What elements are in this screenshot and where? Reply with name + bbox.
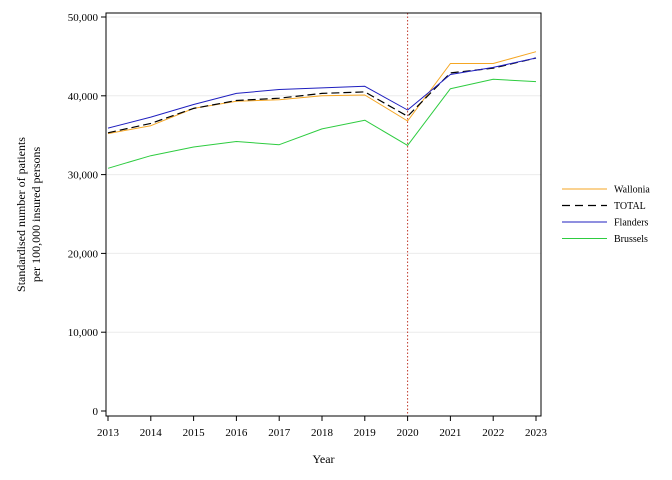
legend-label: TOTAL <box>614 201 646 212</box>
grid-lines <box>106 16 541 333</box>
y-tick-label: 0 <box>93 406 99 418</box>
x-axis: 2013 2014 2015 2016 2017 2018 2019 2020 2021 2022… <box>97 416 548 439</box>
y-tick-label: 40,000 <box>68 91 99 103</box>
x-tick-label: 2017 <box>268 427 291 439</box>
series-layer <box>107 51 537 169</box>
x-tick-label: 2015 <box>183 427 206 439</box>
y-axis-title-line: per 100,000 insured persons <box>29 147 43 283</box>
series-line-flanders <box>107 57 537 129</box>
series-line-total <box>107 57 537 134</box>
y-axis: 0 10,000 20,000 30,000 40,000 50,000 <box>68 12 106 418</box>
x-tick-label: 2023 <box>525 427 548 439</box>
plot-frame <box>105 12 542 417</box>
y-tick-label: 10,000 <box>68 327 99 339</box>
x-tick-label: 2021 <box>439 427 461 439</box>
x-tick-label: 2019 <box>354 427 377 439</box>
x-tick-label: 2016 <box>225 427 248 439</box>
legend-label: Flanders <box>614 218 649 229</box>
x-tick-label: 2014 <box>140 427 163 439</box>
legend: Wallonia TOTAL Flanders Brussels <box>562 185 650 245</box>
legend-label: Brussels <box>614 234 648 245</box>
series-line-brussels <box>107 78 537 169</box>
legend-label: Wallonia <box>614 185 650 196</box>
y-axis-title: Standardised number of patientsper 100,0… <box>14 137 43 292</box>
y-tick-label: 20,000 <box>68 248 99 260</box>
x-tick-label: 2018 <box>311 427 334 439</box>
x-tick-label: 2013 <box>97 427 120 439</box>
y-axis-title-line: Standardised number of patients <box>14 137 28 292</box>
x-tick-label: 2020 <box>397 427 420 439</box>
series-line-wallonia <box>107 51 537 135</box>
y-tick-label: 30,000 <box>68 170 99 182</box>
x-tick-label: 2022 <box>482 427 504 439</box>
y-tick-label: 50,000 <box>68 12 99 24</box>
x-axis-title: Year <box>312 452 334 466</box>
